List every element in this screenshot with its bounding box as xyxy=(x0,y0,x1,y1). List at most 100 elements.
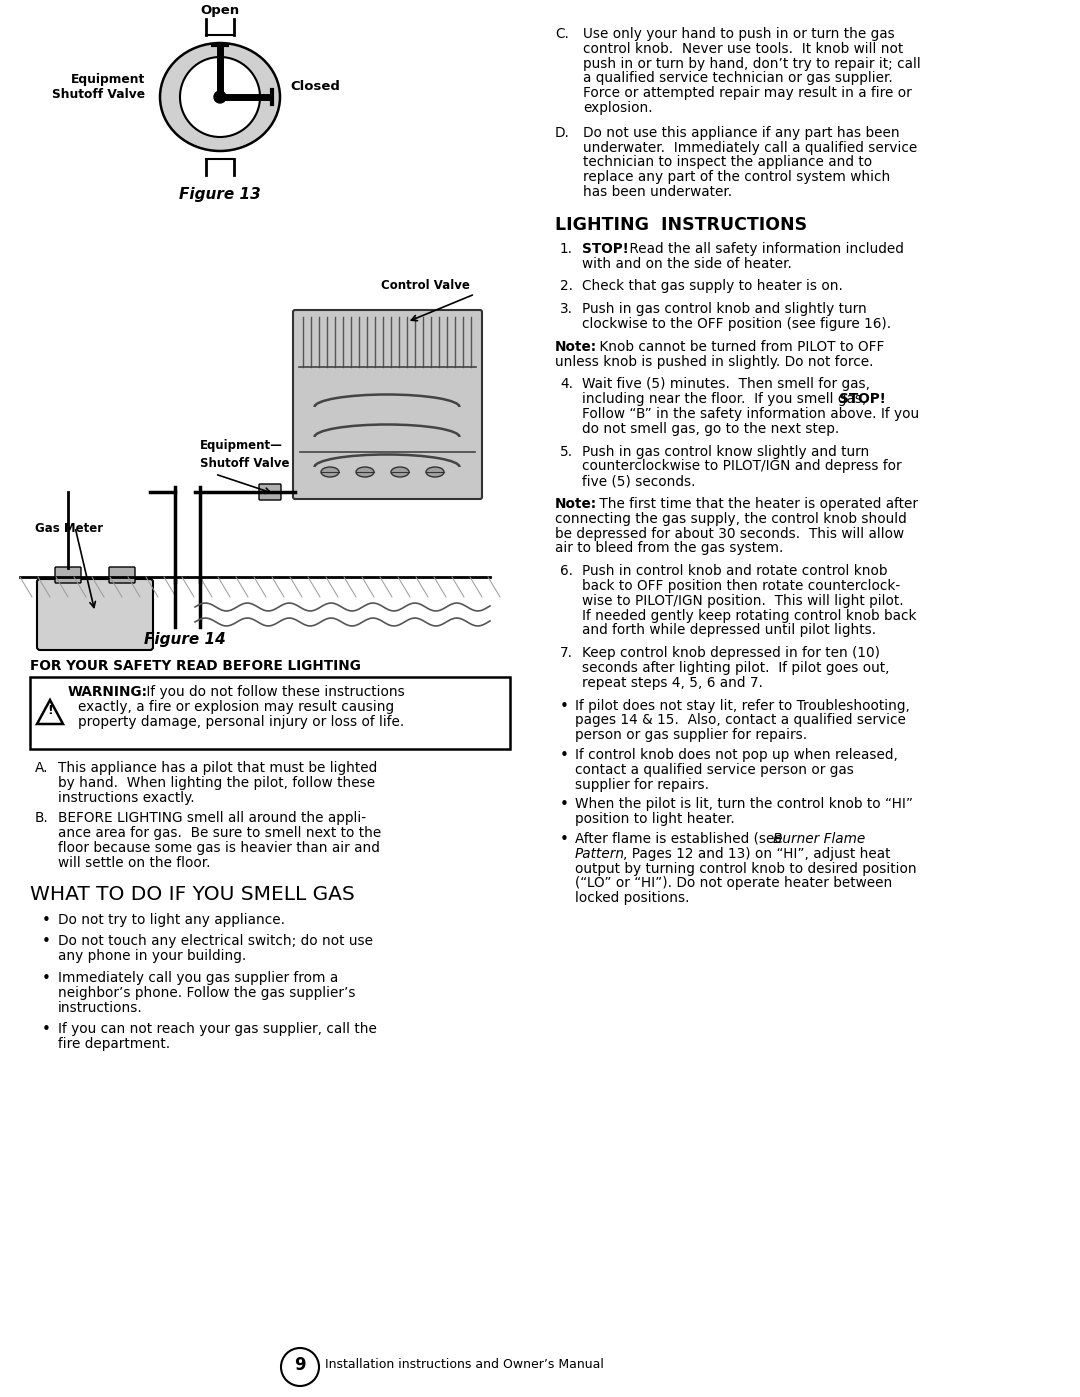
Text: Closed: Closed xyxy=(291,81,340,94)
Text: air to bleed from the gas system.: air to bleed from the gas system. xyxy=(555,542,783,556)
Ellipse shape xyxy=(426,467,444,476)
Text: underwater.  Immediately call a qualified service: underwater. Immediately call a qualified… xyxy=(583,141,917,155)
Text: •: • xyxy=(561,833,569,847)
Text: If needed gently keep rotating control knob back: If needed gently keep rotating control k… xyxy=(582,609,917,623)
Text: 1.: 1. xyxy=(561,242,573,256)
Text: Figure 14: Figure 14 xyxy=(144,631,226,647)
Text: !: ! xyxy=(48,704,53,718)
Text: any phone in your building.: any phone in your building. xyxy=(58,949,246,963)
Text: Use only your hand to push in or turn the gas: Use only your hand to push in or turn th… xyxy=(583,27,894,41)
Text: Equipment—: Equipment— xyxy=(200,439,283,453)
Text: neighbor’s phone. Follow the gas supplier’s: neighbor’s phone. Follow the gas supplie… xyxy=(58,986,355,1000)
Ellipse shape xyxy=(321,467,339,476)
Text: Push in gas control knob and slightly turn: Push in gas control knob and slightly tu… xyxy=(582,302,867,316)
Text: WARNING:: WARNING: xyxy=(68,685,148,698)
Ellipse shape xyxy=(160,43,280,151)
Text: Note:: Note: xyxy=(555,497,597,511)
Text: Push in gas control know slightly and turn: Push in gas control know slightly and tu… xyxy=(582,444,869,458)
Text: contact a qualified service person or gas: contact a qualified service person or ga… xyxy=(575,763,854,777)
Text: Wait five (5) minutes.  Then smell for gas,: Wait five (5) minutes. Then smell for ga… xyxy=(582,377,870,391)
Text: This appliance has a pilot that must be lighted: This appliance has a pilot that must be … xyxy=(58,761,377,775)
Text: technician to inspect the appliance and to: technician to inspect the appliance and … xyxy=(583,155,873,169)
Text: Follow “B” in the safety information above. If you: Follow “B” in the safety information abo… xyxy=(582,407,919,420)
Text: instructions exactly.: instructions exactly. xyxy=(58,791,194,805)
Text: •: • xyxy=(42,935,51,950)
Text: After flame is established (see: After flame is established (see xyxy=(575,833,787,847)
Text: pages 14 & 15.  Also, contact a qualified service: pages 14 & 15. Also, contact a qualified… xyxy=(575,714,906,728)
Text: Burner Flame: Burner Flame xyxy=(773,833,865,847)
Text: with and on the side of heater.: with and on the side of heater. xyxy=(582,257,792,271)
Text: •: • xyxy=(42,971,51,986)
Text: The first time that the heater is operated after: The first time that the heater is operat… xyxy=(595,497,918,511)
Text: If you can not reach your gas supplier, call the: If you can not reach your gas supplier, … xyxy=(58,1023,377,1037)
FancyBboxPatch shape xyxy=(259,483,281,500)
Text: Knob cannot be turned from PILOT to OFF: Knob cannot be turned from PILOT to OFF xyxy=(595,339,885,353)
Text: push in or turn by hand, don’t try to repair it; call: push in or turn by hand, don’t try to re… xyxy=(583,57,921,71)
Text: 9: 9 xyxy=(294,1356,306,1375)
Text: by hand.  When lighting the pilot, follow these: by hand. When lighting the pilot, follow… xyxy=(58,775,375,789)
Text: When the pilot is lit, turn the control knob to “HI”: When the pilot is lit, turn the control … xyxy=(575,798,913,812)
Ellipse shape xyxy=(391,467,409,476)
Text: Immediately call you gas supplier from a: Immediately call you gas supplier from a xyxy=(58,971,338,985)
Text: 2.: 2. xyxy=(561,279,573,293)
Text: , Pages 12 and 13) on “HI”, adjust heat: , Pages 12 and 13) on “HI”, adjust heat xyxy=(623,847,891,861)
Text: unless knob is pushed in slightly. Do not force.: unless knob is pushed in slightly. Do no… xyxy=(555,355,874,369)
FancyBboxPatch shape xyxy=(109,567,135,583)
Text: position to light heater.: position to light heater. xyxy=(575,812,734,826)
Text: Pattern: Pattern xyxy=(575,847,625,861)
Text: Open: Open xyxy=(201,4,240,17)
Bar xyxy=(30,678,510,749)
Text: Do not use this appliance if any part has been: Do not use this appliance if any part ha… xyxy=(583,126,900,140)
Text: 5.: 5. xyxy=(561,444,573,458)
Text: clockwise to the OFF position (see figure 16).: clockwise to the OFF position (see figur… xyxy=(582,317,891,331)
Text: ance area for gas.  Be sure to smell next to the: ance area for gas. Be sure to smell next… xyxy=(58,826,381,840)
Text: •: • xyxy=(561,698,569,714)
Text: Read the all safety information included: Read the all safety information included xyxy=(625,242,904,256)
Text: Check that gas supply to heater is on.: Check that gas supply to heater is on. xyxy=(582,279,842,293)
Circle shape xyxy=(214,91,226,103)
Text: counterclockwise to PILOT/IGN and depress for: counterclockwise to PILOT/IGN and depres… xyxy=(582,460,902,474)
Text: BEFORE LIGHTING smell all around the appli-: BEFORE LIGHTING smell all around the app… xyxy=(58,812,366,826)
Text: do not smell gas, go to the next step.: do not smell gas, go to the next step. xyxy=(582,422,839,436)
Text: Note:: Note: xyxy=(555,339,597,353)
Text: including near the floor.  If you smell gas,: including near the floor. If you smell g… xyxy=(582,393,870,407)
Text: Do not try to light any appliance.: Do not try to light any appliance. xyxy=(58,912,285,926)
Text: Control Valve: Control Valve xyxy=(381,279,470,292)
Text: output by turning control knob to desired position: output by turning control knob to desire… xyxy=(575,862,917,876)
Text: WHAT TO DO IF YOU SMELL GAS: WHAT TO DO IF YOU SMELL GAS xyxy=(30,884,354,904)
Text: Force or attempted repair may result in a fire or: Force or attempted repair may result in … xyxy=(583,87,912,101)
Text: 3.: 3. xyxy=(561,302,573,316)
Text: exactly, a fire or explosion may result causing: exactly, a fire or explosion may result … xyxy=(78,700,394,714)
Text: B.: B. xyxy=(35,812,49,826)
Text: wise to PILOT/IGN position.  This will light pilot.: wise to PILOT/IGN position. This will li… xyxy=(582,594,904,608)
Text: (“LO” or “HI”). Do not operate heater between: (“LO” or “HI”). Do not operate heater be… xyxy=(575,876,892,890)
FancyBboxPatch shape xyxy=(37,578,153,650)
Text: person or gas supplier for repairs.: person or gas supplier for repairs. xyxy=(575,728,807,742)
Text: supplier for repairs.: supplier for repairs. xyxy=(575,778,708,792)
Text: replace any part of the control system which: replace any part of the control system w… xyxy=(583,170,890,184)
Text: has been underwater.: has been underwater. xyxy=(583,184,732,198)
Text: 6.: 6. xyxy=(561,564,573,578)
Text: repeat steps 4, 5, 6 and 7.: repeat steps 4, 5, 6 and 7. xyxy=(582,676,762,690)
Text: D.: D. xyxy=(555,126,570,140)
Text: •: • xyxy=(42,912,51,928)
Text: Keep control knob depressed in for ten (10): Keep control knob depressed in for ten (… xyxy=(582,647,880,661)
Text: •: • xyxy=(561,798,569,813)
Text: control knob.  Never use tools.  It knob will not: control knob. Never use tools. It knob w… xyxy=(583,42,903,56)
Text: five (5) seconds.: five (5) seconds. xyxy=(582,474,696,488)
Text: FOR YOUR SAFETY READ BEFORE LIGHTING: FOR YOUR SAFETY READ BEFORE LIGHTING xyxy=(30,659,361,673)
FancyBboxPatch shape xyxy=(55,567,81,583)
Text: connecting the gas supply, the control knob should: connecting the gas supply, the control k… xyxy=(555,511,907,525)
Text: •: • xyxy=(42,1023,51,1038)
Text: a qualified service technician or gas supplier.: a qualified service technician or gas su… xyxy=(583,71,893,85)
Text: will settle on the floor.: will settle on the floor. xyxy=(58,856,211,870)
Text: 4.: 4. xyxy=(561,377,573,391)
Text: fire department.: fire department. xyxy=(58,1037,171,1051)
Text: floor because some gas is heavier than air and: floor because some gas is heavier than a… xyxy=(58,841,380,855)
Text: Installation instructions and Owner’s Manual: Installation instructions and Owner’s Ma… xyxy=(325,1358,604,1372)
Text: C.: C. xyxy=(555,27,569,41)
Circle shape xyxy=(281,1348,319,1386)
Text: seconds after lighting pilot.  If pilot goes out,: seconds after lighting pilot. If pilot g… xyxy=(582,661,890,675)
Text: STOP!: STOP! xyxy=(582,242,629,256)
Text: Equipment
Shutoff Valve: Equipment Shutoff Valve xyxy=(52,73,145,101)
